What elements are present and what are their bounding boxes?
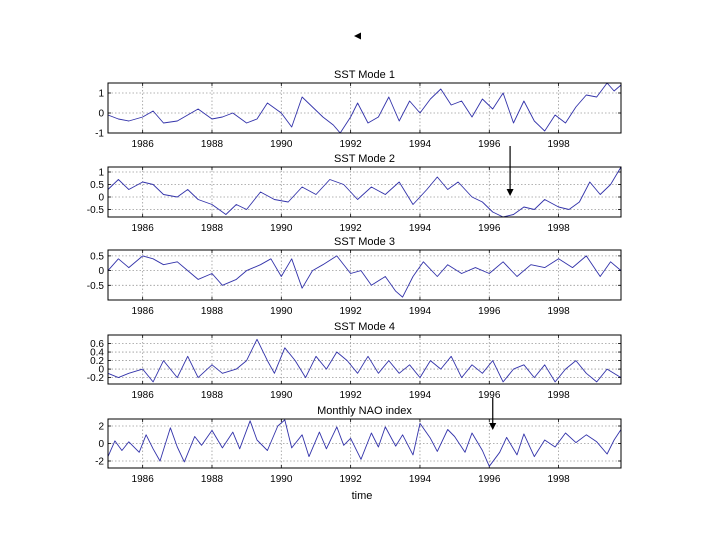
left-triangle-icon xyxy=(354,32,361,40)
x-tick-label: 1988 xyxy=(201,474,224,485)
y-tick-label: 0 xyxy=(98,193,104,204)
x-tick-label: 1998 xyxy=(547,474,570,485)
x-tick-label: 1992 xyxy=(340,306,363,317)
series-line xyxy=(107,255,622,298)
x-tick-label: 1986 xyxy=(132,139,155,150)
x-tick-label: 1996 xyxy=(478,223,501,234)
y-tick-label: 0.5 xyxy=(90,180,104,191)
arrow-head xyxy=(506,189,514,196)
x-tick-label: 1992 xyxy=(340,474,363,485)
x-tick-label: 1994 xyxy=(409,139,432,150)
series-line xyxy=(107,166,622,218)
x-tick-label: 1994 xyxy=(409,474,432,485)
panel-5: Monthly NAO index 1986 1988 1990 1992 1994 199… xyxy=(95,405,622,485)
x-tick-label: 1996 xyxy=(478,139,501,150)
y-tick-label: 2 xyxy=(98,422,104,433)
arrow-head xyxy=(489,423,497,430)
y-tick-label: 0 xyxy=(98,439,104,450)
panel-title: SST Mode 2 xyxy=(334,153,395,165)
x-tick-label: 1986 xyxy=(132,223,155,234)
x-tick-label: 1988 xyxy=(201,390,224,401)
y-tick-label: -2 xyxy=(95,457,104,468)
x-tick-label: 1988 xyxy=(201,139,224,150)
y-tick-label: 0.5 xyxy=(90,251,104,262)
y-tick-label: 1 xyxy=(98,89,104,100)
y-tick-label: -0.2 xyxy=(87,373,105,384)
x-tick-label: 1998 xyxy=(547,306,570,317)
x-tick-label: 1992 xyxy=(340,223,363,234)
x-tick-label: 1990 xyxy=(270,306,293,317)
axes-box xyxy=(107,82,622,134)
panel-title: Monthly NAO index xyxy=(317,405,412,417)
x-tick-label: 1994 xyxy=(409,223,432,234)
y-tick-label: 1 xyxy=(98,168,104,179)
x-tick-label: 1996 xyxy=(478,306,501,317)
x-tick-label: 1990 xyxy=(270,474,293,485)
y-tick-label: 0 xyxy=(98,266,104,277)
x-tick-label: 1992 xyxy=(340,139,363,150)
x-axis-label: time xyxy=(352,490,373,502)
series-line xyxy=(107,419,622,467)
x-tick-label: 1992 xyxy=(340,390,363,401)
x-tick-label: 1994 xyxy=(409,390,432,401)
annotation-arrow xyxy=(506,146,514,196)
x-tick-label: 1996 xyxy=(478,390,501,401)
x-tick-label: 1994 xyxy=(409,306,432,317)
x-tick-label: 1990 xyxy=(270,390,293,401)
panel-title: SST Mode 3 xyxy=(334,236,395,248)
annotation-arrow xyxy=(489,398,497,430)
series-line xyxy=(107,82,622,134)
y-tick-label: 0.2 xyxy=(90,356,104,367)
y-tick-label: -0.5 xyxy=(87,281,105,292)
x-tick-label: 1986 xyxy=(132,390,155,401)
y-tick-label: 0.4 xyxy=(90,348,104,359)
panel-4: SST Mode 4 1986 1988 1990 1992 1994 1996 1998 0.… xyxy=(87,321,622,401)
x-tick-label: 1990 xyxy=(270,223,293,234)
x-tick-label: 1998 xyxy=(547,223,570,234)
y-tick-label: 0 xyxy=(98,109,104,120)
panel-title: SST Mode 1 xyxy=(334,69,395,81)
y-tick-label: -1 xyxy=(95,129,104,140)
axes-box xyxy=(107,166,622,218)
axes-box xyxy=(107,249,622,301)
series-line xyxy=(107,338,622,383)
x-tick-label: 1990 xyxy=(270,139,293,150)
x-tick-label: 1998 xyxy=(547,390,570,401)
x-tick-label: 1988 xyxy=(201,223,224,234)
panel-1: SST Mode 1 1986 1988 1990 1992 1994 1996 1998 1 0… xyxy=(95,69,622,150)
panel-title: SST Mode 4 xyxy=(334,321,395,333)
x-tick-label: 1996 xyxy=(478,474,501,485)
y-tick-label: 0 xyxy=(98,365,104,376)
x-tick-label: 1986 xyxy=(132,306,155,317)
x-tick-label: 1988 xyxy=(201,306,224,317)
y-tick-label: 0.6 xyxy=(90,339,104,350)
axes-box xyxy=(107,418,622,469)
x-tick-label: 1986 xyxy=(132,474,155,485)
y-tick-label: -0.5 xyxy=(87,205,105,216)
axes-box xyxy=(107,334,622,385)
panel-3: SST Mode 3 1986 1988 1990 1992 1994 1996 1998 0.… xyxy=(87,236,622,317)
x-tick-label: 1998 xyxy=(547,139,570,150)
